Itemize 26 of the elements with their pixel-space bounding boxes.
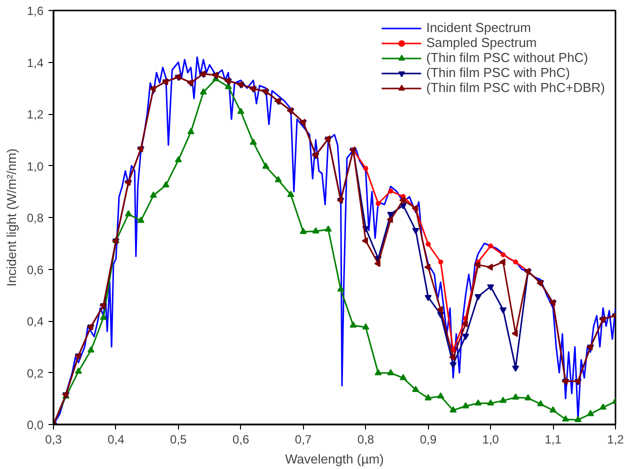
x-axis-title: Wavelength (µm) [285,452,384,466]
y-tick-label: 0,2 [26,366,44,380]
x-tick-label: 0,6 [232,432,250,446]
legend-label: Sampled Spectrum [426,35,537,50]
x-tick-label: 0,7 [294,432,312,446]
x-tick-label: 0,3 [45,432,62,446]
x-tick-label: 1,1 [544,432,562,446]
x-tick-label: 1,2 [607,432,624,446]
x-tick-label: 0,4 [108,432,125,446]
x-tick-label: 0,8 [357,432,374,446]
x-tick-label: 0,5 [170,432,188,446]
y-tick-label: 0,0 [26,418,44,432]
y-tick-label: 1,2 [26,108,44,122]
legend-label: (Thin film PSC with PhC) [426,65,570,80]
y-tick-label: 1,4 [26,56,44,70]
legend-label: (Thin film PSC with PhC+DBR) [426,80,605,95]
y-axis-title: Incident light (W/m²/nm) [4,148,19,286]
y-tick-label: 0,8 [26,211,44,225]
y-tick-label: 1,6 [26,4,44,18]
y-tick-label: 0,4 [26,314,44,328]
y-tick-label: 0,6 [26,262,44,277]
legend-label: Incident Spectrum [426,20,531,35]
x-tick-label: 1,0 [482,432,500,446]
x-tick-label: 0,9 [420,432,437,446]
y-tick-label: 1,0 [26,159,44,174]
legend-label: (Thin film PSC without PhC) [426,50,588,65]
